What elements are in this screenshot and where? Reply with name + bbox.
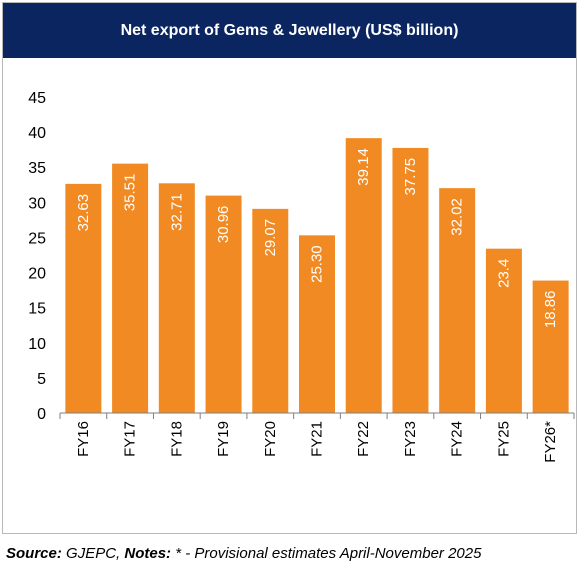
y-tick-label: 25 [28,230,46,247]
x-tick-label: FY26* [542,421,559,463]
y-tick-label: 45 [28,90,46,107]
bar [205,195,242,413]
source-text: GJEPC, [61,545,125,562]
bar-value-label: 39.14 [355,148,372,186]
y-tick-label: 30 [28,195,46,212]
x-tick-label: FY24 [449,421,466,457]
x-tick-label: FY22 [355,421,372,457]
y-tick-label: 0 [37,406,46,423]
bar [345,138,382,414]
bar-value-label: 32.63 [75,194,92,232]
y-tick-label: 35 [28,160,46,177]
y-tick-label: 20 [28,266,46,283]
x-tick-label: FY20 [262,421,279,457]
bar [65,183,102,413]
y-tick-label: 15 [28,301,46,318]
bar-value-label: 35.51 [122,174,139,212]
bar-value-label: 18.86 [542,291,559,329]
bar [392,147,429,413]
bar-value-label: 29.07 [262,219,279,257]
bar [485,248,522,413]
x-tick-label: FY23 [402,421,419,457]
bar [299,235,335,413]
bar [532,280,569,413]
x-tick-label: FY21 [309,421,326,457]
chart-panel: Net export of Gems & Jewellery (US$ bill… [2,2,577,534]
bar-value-label: 32.71 [168,193,185,231]
chart-title-bar: Net export of Gems & Jewellery (US$ bill… [3,3,576,58]
x-tick-label: FY16 [75,421,92,457]
x-tick-label: FY18 [168,421,185,457]
bar-value-label: 25.30 [309,245,326,283]
y-tick-label: 10 [28,336,46,353]
y-tick-label: 5 [37,371,46,388]
bar [252,208,289,413]
bar [439,188,476,413]
bar-value-label: 37.75 [402,158,419,196]
x-tick-label: FY19 [215,421,232,457]
x-tick-label: FY17 [122,421,139,457]
x-tick-label: FY25 [495,421,512,457]
footer-note: Source: GJEPC, Notes: * - Provisional es… [6,545,481,562]
source-label: Source: [6,545,62,562]
bar-value-label: 30.96 [215,206,232,244]
bar-chart: 0 5 10 15 20 25 30 35 40 45 32.63 FY16 35.51 FY17 32.7… [28,90,575,463]
chart-title: Net export of Gems & Jewellery (US$ bill… [120,21,459,39]
bar-value-label: 23.4 [495,259,512,288]
bar [112,163,149,413]
notes-label: Notes: [124,545,172,562]
bar-value-label: 32.02 [449,198,466,236]
bar [158,183,195,413]
notes-text: * - Provisional estimates April-November… [171,545,482,562]
y-tick-label: 40 [28,125,46,142]
